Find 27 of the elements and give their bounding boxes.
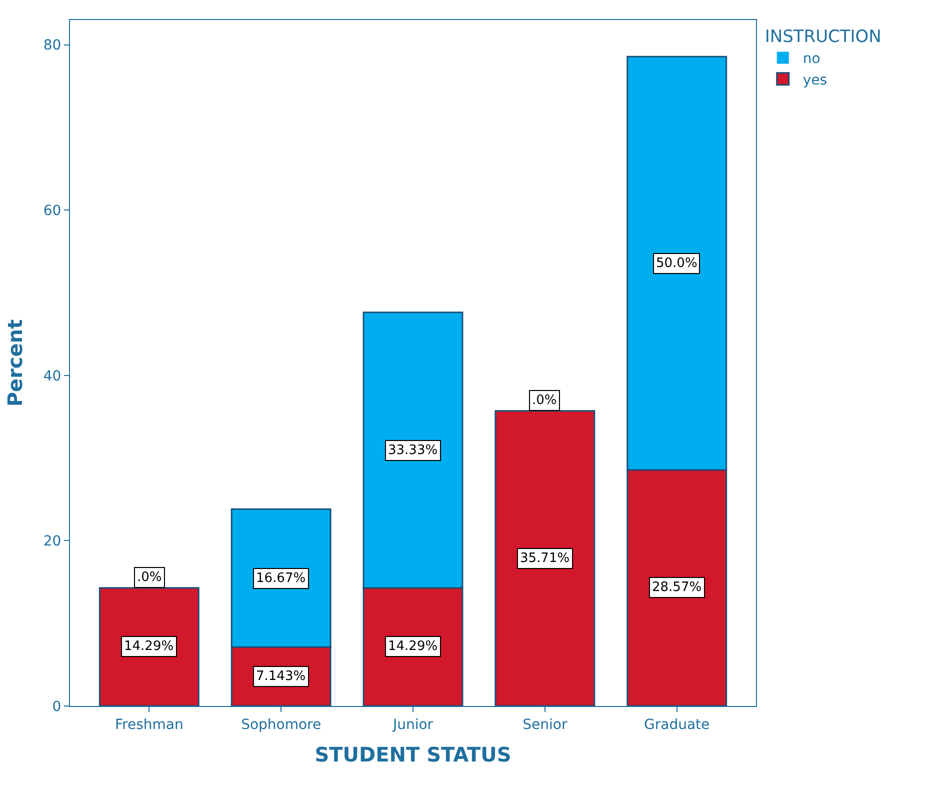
- legend-label: yes: [802, 72, 828, 88]
- data-label: .0%: [532, 393, 557, 408]
- y-tick-label: 40: [43, 368, 62, 384]
- bar: [98, 587, 200, 706]
- data-label: 28.57%: [652, 580, 702, 595]
- data-label: 14.29%: [388, 639, 438, 654]
- bar: [494, 410, 596, 706]
- data-label: 7.143%: [256, 669, 306, 684]
- data-label: .0%: [137, 570, 162, 585]
- y-tick-label: 60: [43, 203, 62, 219]
- x-tick-label: Senior: [522, 716, 568, 733]
- data-label: 35.71%: [520, 551, 570, 566]
- x-tick-label: Junior: [392, 716, 434, 733]
- legend-label: no: [802, 51, 820, 68]
- legend-title: INSTRUCTION: [764, 27, 882, 48]
- data-label: 33.33%: [388, 443, 438, 458]
- data-label: 14.29%: [124, 639, 174, 654]
- y-axis-title: Percent: [2, 318, 27, 407]
- x-tick-label: Graduate: [644, 716, 710, 733]
- x-axis-title: STUDENT STATUS: [314, 742, 512, 766]
- y-tick-label: 80: [43, 38, 62, 54]
- x-tick-label: Freshman: [114, 716, 184, 733]
- data-label: 50.0%: [656, 256, 698, 271]
- y-tick-label: 20: [43, 534, 62, 550]
- data-label: 16.67%: [256, 571, 306, 586]
- y-tick-label: 0: [52, 698, 62, 715]
- x-tick-label: Sophomore: [241, 716, 322, 733]
